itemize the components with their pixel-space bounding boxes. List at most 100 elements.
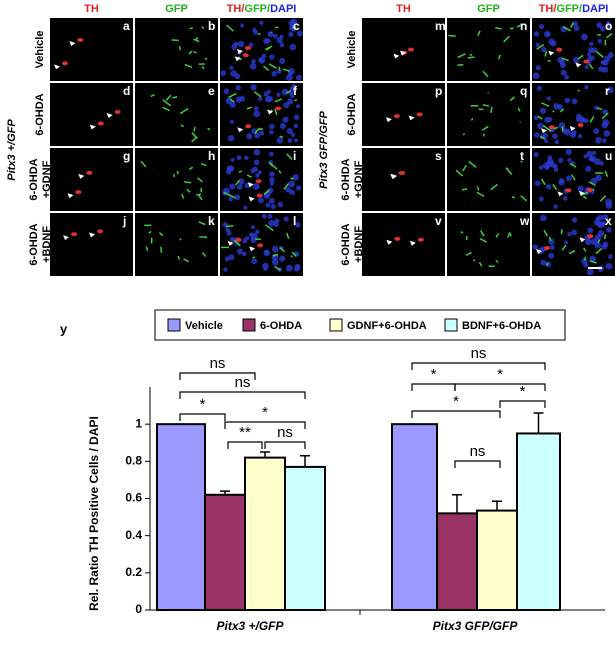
nucleus <box>550 245 555 250</box>
nucleus <box>539 165 544 170</box>
nucleus <box>280 123 286 129</box>
nucleus <box>251 84 257 90</box>
genotype-label: Pitx3 GFP/GFP <box>318 111 330 189</box>
significance-label: * <box>431 366 437 383</box>
nucleus <box>255 229 259 233</box>
nucleus <box>263 38 269 44</box>
panel-letter: p <box>435 84 442 98</box>
micrograph <box>447 213 530 276</box>
nucleus <box>269 54 275 60</box>
nucleus <box>585 65 589 69</box>
nucleus <box>220 70 226 76</box>
nucleus <box>237 249 243 255</box>
column-header: GFP <box>477 3 500 15</box>
legend-label: BDNF+6-OHDA <box>462 320 541 332</box>
legend-label: 6-OHDA <box>260 320 302 332</box>
th-cell <box>257 243 263 247</box>
nucleus <box>595 137 602 144</box>
row-label-line: Vehicle <box>34 31 46 69</box>
nucleus <box>272 259 279 266</box>
nucleus <box>539 197 544 202</box>
panel-letter: l <box>293 214 296 228</box>
cell-process <box>180 239 181 240</box>
significance-bracket <box>455 461 500 468</box>
nucleus <box>237 184 243 190</box>
row-label: 6-OHDA <box>34 93 46 135</box>
th-cell <box>583 60 589 64</box>
nucleus <box>288 181 295 188</box>
nucleus <box>254 149 261 156</box>
row-label: 6-OHDA+GDNF <box>340 158 365 200</box>
panel-letter: q <box>520 84 527 98</box>
nucleus <box>587 228 593 234</box>
nucleus <box>585 166 591 172</box>
nucleus <box>258 58 263 63</box>
th-cell <box>394 237 400 241</box>
nucleus <box>239 96 245 102</box>
th-cell <box>115 110 121 114</box>
nucleus <box>554 167 559 172</box>
row-label: Vehicle <box>34 31 46 69</box>
merged-header: TH/GFP/DAPI <box>227 3 297 15</box>
nucleus <box>223 88 229 94</box>
x-tick-label: Pitx3 GFP/GFP <box>433 619 519 633</box>
panel-letter: c <box>293 19 300 33</box>
nucleus <box>258 197 264 203</box>
row-label: 6-OHDA <box>346 93 358 135</box>
significance-label: * <box>262 404 268 421</box>
nucleus <box>604 130 611 137</box>
significance-bracket <box>412 384 455 391</box>
cell-process <box>146 246 147 250</box>
panel-letter: i <box>293 149 296 163</box>
merged-header: TH/GFP/DAPI <box>539 3 609 15</box>
micrograph <box>135 83 218 146</box>
nucleus <box>567 232 571 236</box>
panel-letter: j <box>122 214 126 228</box>
nucleus <box>243 206 247 210</box>
cell-process <box>488 93 489 94</box>
significance-label: ns <box>471 345 487 362</box>
panel-letter: b <box>208 19 215 33</box>
bar <box>477 511 517 610</box>
nucleus <box>296 185 301 190</box>
nucleus <box>265 203 270 208</box>
nucleus <box>284 216 289 221</box>
nucleus <box>602 67 608 73</box>
nucleus <box>283 102 289 108</box>
bar <box>392 424 437 610</box>
nucleus <box>558 179 564 185</box>
nucleus <box>566 175 572 181</box>
nucleus <box>259 21 263 25</box>
error-bar <box>492 501 502 510</box>
row-label-line: 6-OHDA <box>346 93 358 135</box>
nucleus <box>585 238 592 245</box>
th-cell <box>71 232 77 236</box>
nucleus <box>269 130 274 135</box>
th-cell <box>394 114 400 118</box>
nucleus <box>571 230 577 236</box>
x-tick-label: Pitx3 +/GFP <box>216 619 284 633</box>
micrograph <box>362 83 445 146</box>
nucleus <box>589 156 594 161</box>
nucleus <box>267 31 273 37</box>
significance-label: ns <box>210 355 226 372</box>
th-cell <box>245 124 251 128</box>
nucleus <box>290 44 297 51</box>
panel-letter: d <box>123 84 130 98</box>
column-header: GFP <box>165 3 188 15</box>
nucleus <box>277 202 283 208</box>
nucleus <box>558 122 565 129</box>
nucleus <box>583 263 588 268</box>
header-part: DAPI <box>270 3 296 15</box>
row-label-line: 6-OHDA <box>28 223 40 265</box>
nucleus <box>535 180 541 186</box>
nucleus <box>555 140 560 145</box>
nucleus <box>537 122 544 129</box>
error-bar <box>452 495 462 514</box>
bar <box>437 513 477 610</box>
micrograph <box>135 148 218 211</box>
panel-letter: t <box>520 149 524 163</box>
nucleus <box>606 263 613 270</box>
nucleus <box>601 244 607 250</box>
nucleus <box>566 149 572 155</box>
